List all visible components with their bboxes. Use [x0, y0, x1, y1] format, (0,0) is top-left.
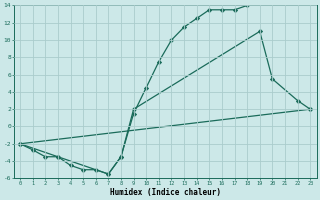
- X-axis label: Humidex (Indice chaleur): Humidex (Indice chaleur): [110, 188, 220, 197]
